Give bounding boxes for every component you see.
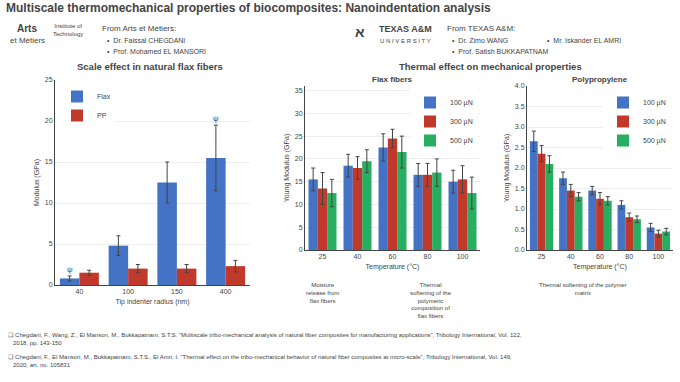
svg-text:Flax: Flax [97,93,111,100]
svg-text:1.0: 1.0 [515,205,525,212]
svg-text:א: א [355,24,365,40]
svg-text:100: 100 [653,253,665,260]
svg-text:150: 150 [171,288,183,295]
svg-text:Thermal softening of the polym: Thermal softening of the polymermatrix [539,282,627,296]
svg-text:80: 80 [424,253,432,260]
svg-text:400: 400 [220,288,232,295]
svg-text:35: 35 [295,87,303,94]
svg-text:3.5: 3.5 [515,103,525,110]
svg-text:• Dr. Zimo WANG: • Dr. Zimo WANG [452,37,508,44]
svg-text:10: 10 [45,199,53,206]
svg-text:25: 25 [319,253,327,260]
svg-text:25: 25 [45,76,53,83]
svg-text:❑ Chegdani, F., El Mansori, M.: ❑ Chegdani, F., El Mansori, M., Bukkapat… [8,354,512,368]
svg-text:500 µN: 500 µN [643,137,666,145]
svg-text:2.0: 2.0 [515,164,525,171]
svg-text:Temperature (°C): Temperature (°C) [366,263,420,271]
svg-text:0.0: 0.0 [515,246,525,253]
svg-text:Young Modulus (GPa): Young Modulus (GPa) [283,134,291,203]
svg-text:0: 0 [299,246,303,253]
svg-text:40: 40 [567,253,575,260]
svg-text:300 µN: 300 µN [643,118,666,126]
svg-text:Modulus (GPa): Modulus (GPa) [33,159,41,206]
svg-text:• Mr. Iskander EL AMRI: • Mr. Iskander EL AMRI [547,37,621,44]
svg-text:• Prof. Mohamed EL MANSORI: • Prof. Mohamed EL MANSORI [107,48,206,55]
svg-text:5: 5 [299,224,303,231]
svg-text:15: 15 [45,158,53,165]
svg-text:10: 10 [295,201,303,208]
svg-text:Thermal effect on mechanical p: Thermal effect on mechanical properties [399,61,582,72]
svg-text:Thermalsoftening of thepolymer: Thermalsoftening of thepolymericcomposit… [410,282,452,319]
svg-text:From Arts et Métiers:: From Arts et Métiers: [102,24,176,33]
svg-text:• Prof. Satish BUKKAPATNAM: • Prof. Satish BUKKAPATNAM [452,48,548,55]
svg-text:Institute ofTechnology: Institute ofTechnology [53,23,83,37]
svg-text:25: 25 [538,253,546,260]
svg-text:PP: PP [97,112,107,119]
svg-text:Moisturerelease fromflax fiber: Moisturerelease fromflax fibers [306,282,339,304]
svg-text:Temperature (°C): Temperature (°C) [573,263,627,271]
svg-text:Multiscale thermomechanical pr: Multiscale thermomechanical properties o… [6,1,491,15]
svg-text:500 µN: 500 µN [450,137,473,145]
svg-text:15: 15 [295,178,303,185]
svg-text:20: 20 [295,155,303,162]
svg-text:Polypropylene: Polypropylene [572,75,628,84]
svg-text:et Métiers: et Métiers [10,36,45,45]
svg-text:100: 100 [122,288,134,295]
svg-text:Tip indenter radius (nm): Tip indenter radius (nm) [115,298,189,306]
svg-text:100 µN: 100 µN [643,99,666,107]
svg-text:40: 40 [75,288,83,295]
svg-text:100 µN: 100 µN [450,99,473,107]
svg-text:25: 25 [295,133,303,140]
svg-text:❑ Chegdani, F., Wang, Z., El M: ❑ Chegdani, F., Wang, Z., El Manson, M.,… [8,332,522,346]
svg-text:U N I V E R S I T Y: U N I V E R S I T Y [380,38,431,44]
svg-text:2.5: 2.5 [515,144,525,151]
svg-text:0.5: 0.5 [515,226,525,233]
svg-text:ψ: ψ [213,114,219,123]
svg-text:1.5: 1.5 [515,185,525,192]
svg-text:Young Modulus (GPa): Young Modulus (GPa) [503,134,511,203]
svg-text:100: 100 [457,253,469,260]
svg-text:40: 40 [354,253,362,260]
svg-text:From TEXAS A&M:: From TEXAS A&M: [447,24,515,33]
svg-text:80: 80 [625,253,633,260]
svg-text:20: 20 [45,117,53,124]
svg-text:Flax fibers: Flax fibers [372,75,413,84]
svg-text:60: 60 [389,253,397,260]
svg-text:3.0: 3.0 [515,123,525,130]
svg-text:30: 30 [295,110,303,117]
svg-text:TEXAS A&M: TEXAS A&M [379,24,432,34]
svg-text:4.0: 4.0 [515,82,525,89]
svg-text:ψ: ψ [67,265,73,274]
svg-text:Arts: Arts [17,23,37,34]
svg-text:60: 60 [596,253,604,260]
svg-text:300 µN: 300 µN [450,118,473,126]
svg-text:Scale effect in natural flax f: Scale effect in natural flax fibers [77,61,223,72]
svg-text:5: 5 [49,240,53,247]
svg-text:• Dr. Faissal CHEGDANI: • Dr. Faissal CHEGDANI [107,37,185,44]
svg-text:0: 0 [49,281,53,288]
